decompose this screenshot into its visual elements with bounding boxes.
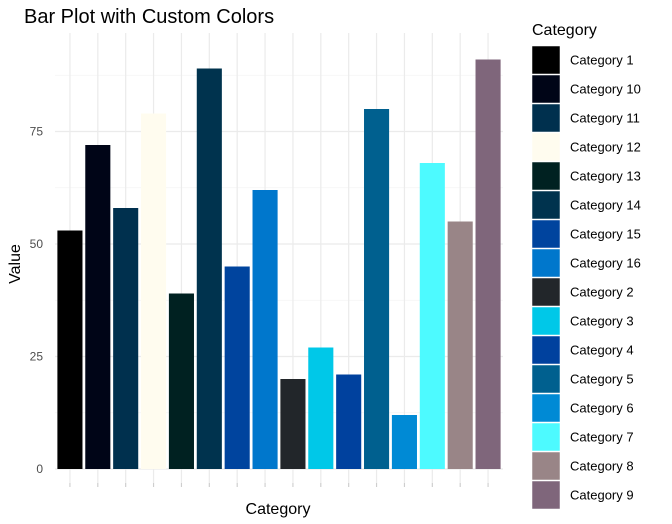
legend-label: Category 14: [570, 198, 641, 213]
y-tick-label: 0: [36, 462, 43, 476]
legend-item: Category 5: [531, 364, 634, 394]
legend-item: Category 15: [531, 219, 641, 249]
legend-label: Category 2: [570, 285, 634, 300]
legend-label: Category 9: [570, 488, 634, 503]
legend-item: Category 12: [531, 132, 641, 162]
bar-category-4: [336, 374, 362, 469]
y-tick-label: 50: [30, 237, 44, 251]
legend-item: Category 11: [531, 103, 640, 133]
legend-swatch: [531, 364, 561, 394]
bar-category-13: [168, 293, 194, 469]
y-axis-title: Value: [7, 244, 24, 284]
legend-item: Category 2: [531, 277, 634, 307]
legend-item: Category 9: [531, 480, 634, 510]
legend-swatch: [531, 45, 561, 75]
legend-swatch: [531, 335, 561, 365]
legend-item: Category 1: [531, 45, 634, 75]
legend-swatch: [531, 190, 561, 220]
legend-item: Category 8: [531, 451, 634, 481]
legend-item: Category 10: [531, 74, 641, 104]
bars: [57, 59, 501, 469]
legend-swatch: [531, 277, 561, 307]
legend-label: Category 3: [570, 314, 634, 329]
legend-label: Category 12: [570, 140, 641, 155]
y-tick-label: 75: [30, 125, 44, 139]
bar-category-2: [280, 379, 306, 469]
legend-label: Category 8: [570, 459, 634, 474]
legend-label: Category 1: [570, 53, 634, 68]
legend-item: Category 6: [531, 393, 634, 423]
legend-swatch: [531, 74, 561, 104]
legend-label: Category 13: [570, 169, 641, 184]
bar-category-8: [447, 221, 473, 469]
legend: Category 1 Category 10 Category 11 Category…: [531, 45, 641, 510]
y-tick-label: 25: [30, 350, 44, 364]
legend-item: Category 14: [531, 190, 641, 220]
bar-category-7: [419, 163, 445, 469]
legend-swatch: [531, 219, 561, 249]
legend-swatch: [531, 393, 561, 423]
bar-category-5: [364, 109, 390, 469]
bar-category-16: [252, 190, 278, 469]
legend-label: Category 7: [570, 430, 634, 445]
legend-swatch: [531, 161, 561, 191]
x-axis-title: Category: [246, 501, 311, 518]
bar-category-6: [391, 415, 417, 469]
legend-label: Category 11: [570, 111, 640, 126]
bar-category-11: [113, 208, 139, 469]
legend-label: Category 6: [570, 401, 634, 416]
legend-swatch: [531, 306, 561, 336]
legend-swatch: [531, 422, 561, 452]
y-axis-tick-labels: 0 25 50 75: [30, 125, 44, 477]
chart-title: Bar Plot with Custom Colors: [24, 6, 274, 28]
legend-item: Category 7: [531, 422, 634, 452]
legend-swatch: [531, 103, 561, 133]
legend-label: Category 5: [570, 372, 634, 387]
legend-item: Category 16: [531, 248, 641, 278]
bar-category-15: [224, 266, 250, 469]
bar-category-9: [475, 59, 501, 469]
bar-category-12: [141, 113, 167, 469]
legend-swatch: [531, 480, 561, 510]
legend-label: Category 4: [570, 343, 634, 358]
bar-category-14: [196, 68, 222, 469]
legend-label: Category 10: [570, 82, 641, 97]
legend-label: Category 16: [570, 256, 641, 271]
bar-category-3: [308, 347, 334, 469]
legend-swatch: [531, 451, 561, 481]
legend-swatch: [531, 248, 561, 278]
legend-item: Category 13: [531, 161, 641, 191]
legend-item: Category 3: [531, 306, 634, 336]
legend-title: Category: [532, 22, 597, 39]
bar-category-10: [85, 145, 111, 469]
legend-item: Category 4: [531, 335, 634, 365]
x-axis-ticks: [69, 483, 489, 487]
legend-label: Category 15: [570, 227, 641, 242]
legend-swatch: [531, 132, 561, 162]
bar-category-1: [57, 230, 83, 469]
